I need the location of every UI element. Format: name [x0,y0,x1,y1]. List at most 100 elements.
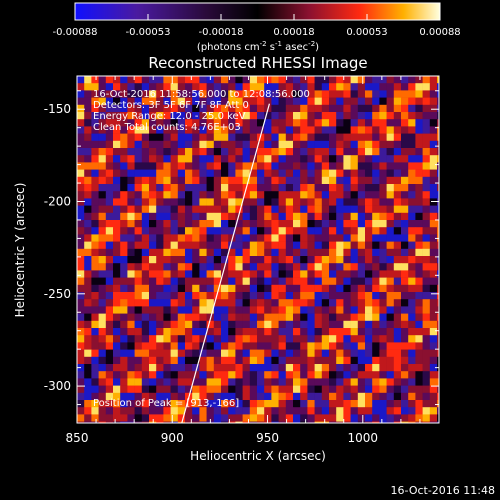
y-tick-label: -250 [44,287,71,301]
heatmap-cell [386,328,395,336]
heatmap-cell [379,263,387,271]
heatmap-cell [429,148,438,156]
heatmap-cell [271,313,279,322]
heatmap-cell [213,356,222,365]
heatmap-cell [365,306,373,314]
heatmap-cell [343,378,351,386]
heatmap-cell [149,371,157,379]
heatmap-cell [228,306,236,314]
heatmap-cell [77,198,85,206]
heatmap-cell [206,133,215,142]
heatmap-cell [199,155,207,163]
heatmap-cell [314,400,323,408]
heatmap-cell [185,328,193,336]
heatmap-cell [264,270,272,278]
heatmap-cell [264,378,272,386]
heatmap-cell [141,407,150,415]
heatmap-cell [163,119,171,127]
heatmap-cell [415,227,423,235]
heatmap-cell [429,349,438,358]
heatmap-cell [141,176,150,185]
heatmap-cell [321,392,330,401]
heatmap-cell [149,126,157,134]
heatmap-cell [415,299,423,307]
heatmap-cell [350,184,359,192]
heatmap-cell [401,212,409,221]
heatmap-cell [163,313,171,322]
heatmap-cell [422,277,431,286]
heatmap-cell [372,234,380,242]
heatmap-cell [429,155,438,163]
heatmap-cell [206,392,215,401]
heatmap-cell [365,320,373,329]
heatmap-cell [199,241,207,250]
heatmap-cell [120,378,128,386]
heatmap-cell [84,162,92,170]
heatmap-cell [113,306,121,314]
heatmap-cell [185,76,193,84]
heatmap-cell [199,112,207,120]
heatmap-cell [278,342,287,350]
heatmap-cell [343,83,351,91]
heatmap-cell [429,371,438,379]
heatmap-cell [249,191,258,199]
heatmap-cell [177,119,186,127]
heatmap-cell [393,277,402,286]
heatmap-cell [264,385,272,394]
heatmap-cell [408,414,416,422]
heatmap-cell [235,212,243,221]
heatmap-cell [185,241,193,250]
heatmap-cell [437,342,439,350]
heatmap-cell [77,414,85,422]
heatmap-cell [300,328,308,336]
heatmap-cell [357,83,366,91]
heatmap-cell [336,407,344,415]
heatmap-cell [192,76,200,84]
heatmap-cell [98,126,107,134]
heatmap-cell [249,342,258,350]
heatmap-cell [120,83,128,91]
heatmap-cell [177,126,186,134]
heatmap-cell [429,335,438,343]
heatmap-cell [271,306,279,314]
heatmap-cell [77,284,85,293]
heatmap-cell [134,133,143,142]
heatmap-cell [235,126,243,134]
heatmap-cell [329,220,337,228]
heatmap-cell [329,356,337,365]
heatmap-cell [77,83,85,91]
heatmap-cell [386,364,395,372]
heatmap-cell [98,270,107,278]
heatmap-cell [163,241,171,250]
heatmap-cell [314,76,323,84]
heatmap-cell [221,299,229,307]
heatmap-cell [156,263,164,271]
heatmap-cell [401,364,409,372]
heatmap-cell [293,112,301,120]
heatmap-cell [199,227,207,235]
heatmap-cell [264,140,272,149]
heatmap-cell [350,83,359,91]
heatmap-cell [350,356,359,365]
heatmap-cell [141,83,150,91]
heatmap-cell [321,76,330,84]
heatmap-cell [300,421,308,423]
heatmap-cell [163,349,171,358]
heatmap-cell [98,284,107,293]
heatmap-cell [372,83,380,91]
heatmap-cell [278,421,287,423]
heatmap-cell [91,364,99,372]
heatmap-cell [163,284,171,293]
heatmap-cell [127,191,135,199]
heatmap-cell [127,364,135,372]
heatmap-cell [314,328,323,336]
heatmap-cell [170,133,179,142]
heatmap-cell [401,112,409,120]
heatmap-cell [170,313,179,322]
heatmap-cell [177,248,186,257]
heatmap-cell [285,328,294,336]
heatmap-cell [141,364,150,372]
heatmap-cell [386,313,395,322]
heatmap-cell [379,306,387,314]
heatmap-cell [278,126,287,134]
